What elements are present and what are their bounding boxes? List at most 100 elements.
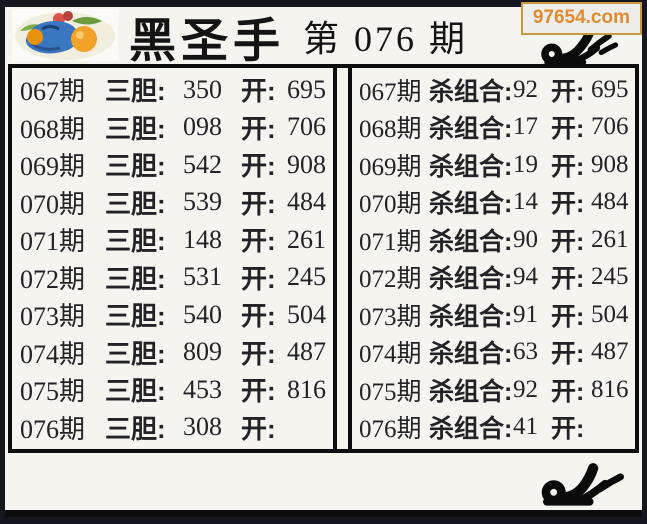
prediction-value: 19 [513,150,538,178]
table-row: 076期 杀组合: 41 开: [352,409,635,447]
open-label: 开: [241,301,276,332]
period-label: 072期 [359,266,422,294]
table-row: 073期 杀组合: 91 开: 504 [352,296,635,334]
period-label: 070期 [20,189,86,219]
period-label: 073期 [20,302,86,332]
table-row: 068期 三胆: 098 开: 706 [12,109,333,147]
table-row: 067期 杀组合: 92 开: 695 [352,71,635,109]
open-label: 开: [241,263,276,294]
table-divider-right [348,68,352,449]
table-row: 070期 三胆: 539 开: 484 [12,184,333,222]
table-divider-left [333,68,337,449]
period-label: 071期 [359,228,422,256]
open-value: 816 [591,375,629,403]
open-value: 487 [591,338,629,366]
prediction-value: 539 [183,187,222,217]
period-label: 069期 [20,152,86,182]
prediction-label: 杀组合: [429,415,513,444]
table-row: 074期 杀组合: 63 开: 487 [352,334,635,372]
prediction-label: 杀组合: [429,340,513,369]
open-label: 开: [241,413,276,444]
prediction-label: 三胆: [105,226,166,257]
prediction-label: 杀组合: [429,152,513,181]
prediction-value: 308 [183,412,222,442]
table-row: 068期 杀组合: 17 开: 706 [352,109,635,147]
table-row: 071期 三胆: 148 开: 261 [12,221,333,259]
brand-title: 黑圣手 [129,15,285,68]
period-label: 075期 [359,378,422,406]
open-label: 开: [551,265,585,294]
open-value: 706 [591,113,629,141]
table-row: 072期 三胆: 531 开: 245 [12,259,333,297]
table-row: 069期 三胆: 542 开: 908 [12,146,333,184]
period-label: 071期 [20,227,86,257]
open-value: 706 [287,112,326,142]
prediction-label: 三胆: [105,376,166,407]
open-value: 908 [591,150,629,178]
open-value: 484 [287,187,326,217]
period-label: 067期 [20,77,86,107]
prediction-value: 94 [513,263,538,291]
open-label: 开: [551,340,585,369]
open-label: 开: [551,190,585,219]
paper-area: 黑圣手 第 076 期 97654.com 067期 三胆: 350 开: [5,2,642,517]
table-row: 067期 三胆: 350 开: 695 [12,71,333,109]
period-label: 074期 [359,341,422,369]
open-label: 开: [241,113,276,144]
table-gap [337,68,348,449]
open-label: 开: [551,115,585,144]
prediction-value: 531 [183,262,222,292]
open-value: 484 [591,188,629,216]
open-label: 开: [551,77,585,106]
prediction-value: 542 [183,149,222,179]
page-title: 黑圣手 第 076 期 [129,7,469,68]
prediction-value: 148 [183,224,222,254]
table-row: 069期 杀组合: 19 开: 908 [352,146,635,184]
open-value: 816 [287,374,326,404]
open-value: 261 [591,225,629,253]
brush-signature-icon [532,458,632,506]
prediction-label: 三胆: [105,301,166,332]
prediction-value: 809 [183,337,222,367]
prediction-value: 63 [513,338,538,366]
kill-combo-table: 067期 杀组合: 92 开: 695 068期 杀组合: 17 开: 706 … [352,68,635,449]
prediction-tables-frame: 067期 三胆: 350 开: 695 068期 三胆: 098 开: 706 … [8,64,639,453]
period-label: 075期 [20,377,86,407]
period-label: 073期 [359,303,422,331]
open-label: 开: [241,76,276,107]
prediction-value: 92 [513,75,538,103]
open-value: 695 [591,75,629,103]
site-url-badge[interactable]: 97654.com [520,2,642,35]
open-value: 908 [287,149,326,179]
table-row: 072期 杀组合: 94 开: 245 [352,259,635,297]
prediction-label: 杀组合: [429,227,513,256]
period-label: 076期 [20,414,86,444]
open-value: 245 [591,263,629,291]
period-label: 068期 [20,114,86,144]
prediction-label: 杀组合: [429,190,513,219]
prediction-label: 三胆: [105,188,166,219]
footer-rule [5,510,642,517]
period-label: 068期 [359,116,422,144]
open-label: 开: [241,338,276,369]
three-dan-table: 067期 三胆: 350 开: 695 068期 三胆: 098 开: 706 … [12,68,333,449]
prediction-value: 14 [513,188,538,216]
open-value: 261 [287,224,326,254]
open-label: 开: [241,226,276,257]
prediction-value: 350 [183,74,222,104]
table-row: 075期 杀组合: 92 开: 816 [352,371,635,409]
open-value: 245 [287,262,326,292]
prediction-value: 17 [513,113,538,141]
prediction-value: 453 [183,374,222,404]
prediction-value: 90 [513,225,538,253]
open-label: 开: [551,415,585,444]
open-label: 开: [551,377,585,406]
table-row: 073期 三胆: 540 开: 504 [12,296,333,334]
open-label: 开: [241,188,276,219]
open-value: 504 [287,299,326,329]
issue-number: 第 076 期 [303,19,469,59]
prediction-label: 杀组合: [429,115,513,144]
prediction-label: 三胆: [105,76,166,107]
prediction-label: 三胆: [105,151,166,182]
